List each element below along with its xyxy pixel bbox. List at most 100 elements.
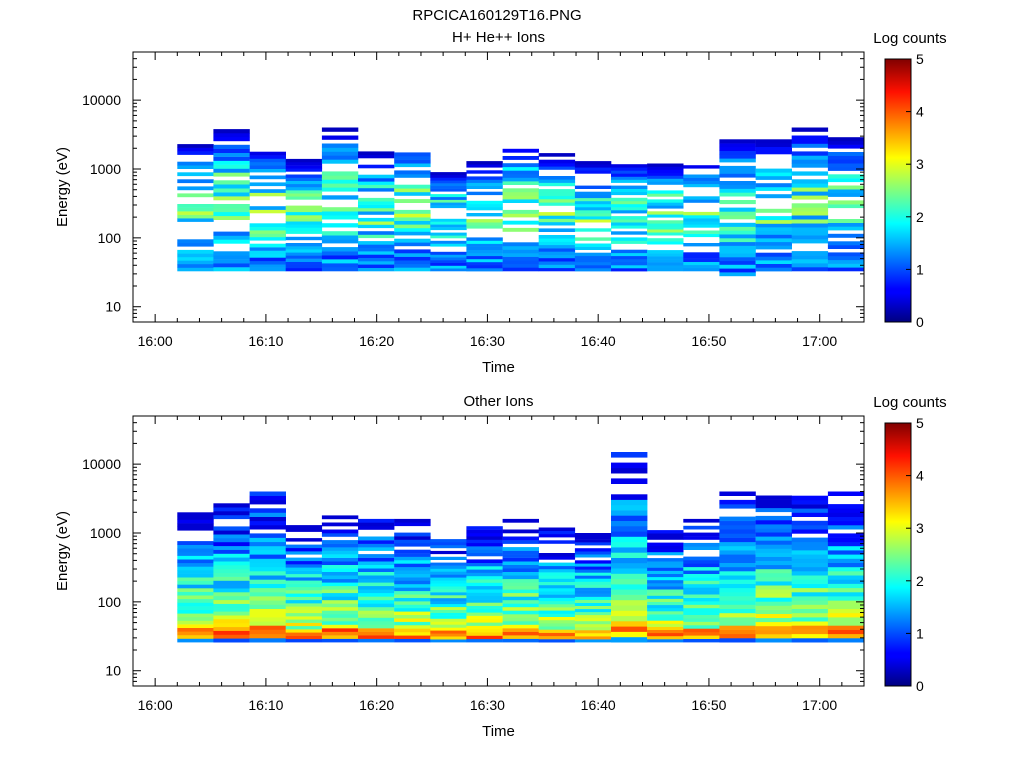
heatmap-cell <box>755 629 792 635</box>
heatmap-cell <box>394 560 431 564</box>
heatmap-cell <box>177 144 214 148</box>
heatmap-cell <box>177 544 214 549</box>
heatmap-cell <box>683 243 720 247</box>
heatmap-cell <box>502 606 539 611</box>
heatmap-cell <box>683 536 720 540</box>
heatmap-cell <box>502 267 539 272</box>
heatmap-cell <box>285 162 323 166</box>
heatmap-cell <box>538 565 576 570</box>
x-tick-label: 16:40 <box>581 697 616 713</box>
heatmap-cell <box>538 635 576 640</box>
heatmap-cell <box>502 529 539 534</box>
heatmap-cell <box>321 255 359 260</box>
heatmap-cell <box>249 575 286 580</box>
heatmap-cell <box>683 224 720 228</box>
heatmap-cell <box>791 235 829 240</box>
heatmap-cell <box>430 618 467 622</box>
heatmap-cell <box>213 239 250 244</box>
heatmap-cell <box>647 220 684 224</box>
heatmap-cell <box>719 143 756 148</box>
heatmap-cell <box>791 219 829 224</box>
heatmap-cell <box>430 609 467 613</box>
heatmap-cell <box>502 163 539 168</box>
heatmap-cell <box>574 611 612 616</box>
heatmap-cell <box>502 249 539 254</box>
heatmap-cell <box>177 239 214 244</box>
heatmap-cell <box>611 526 648 532</box>
heatmap-cell <box>285 564 323 568</box>
heatmap-cell <box>827 256 865 261</box>
heatmap-cell <box>574 197 612 202</box>
heatmap-cell <box>791 504 829 509</box>
heatmap-cell <box>574 216 612 220</box>
heatmap-cell <box>321 554 359 558</box>
heatmap-cell <box>791 566 829 572</box>
heatmap-cell <box>358 251 395 255</box>
x-tick-label: 16:50 <box>691 333 726 349</box>
heatmap-cell <box>683 221 720 225</box>
heatmap-cell <box>394 553 431 557</box>
heatmap-cell <box>249 267 286 272</box>
heatmap-cell <box>358 547 395 551</box>
heatmap-cell <box>719 222 756 227</box>
heatmap-cell <box>430 268 467 272</box>
heatmap-cell <box>430 545 467 549</box>
x-axis-label: Time <box>482 723 515 740</box>
colorbar-tick-label: 4 <box>916 468 924 484</box>
heatmap-cell <box>719 146 756 151</box>
heatmap-cell <box>394 566 431 571</box>
heatmap-cell <box>466 589 503 593</box>
heatmap-cell <box>827 533 865 538</box>
heatmap-cell <box>791 187 829 192</box>
heatmap-cell <box>285 603 323 607</box>
heatmap-cell <box>719 587 756 593</box>
heatmap-cell <box>358 522 395 527</box>
heatmap-cell <box>502 614 539 618</box>
heatmap-cell <box>719 558 756 563</box>
heatmap-cell <box>791 231 829 236</box>
heatmap-cell <box>249 223 286 227</box>
heatmap-cell <box>177 577 214 582</box>
heatmap-cell <box>611 203 648 208</box>
heatmap-cell <box>574 170 612 174</box>
heatmap-cell <box>755 252 792 257</box>
heatmap-cell <box>538 163 576 167</box>
heatmap-cell <box>755 146 792 151</box>
heatmap-cell <box>719 579 756 584</box>
heatmap-cell <box>177 214 214 219</box>
heatmap-cell <box>466 566 503 570</box>
heatmap-cell <box>321 215 359 220</box>
heatmap-cell <box>321 223 359 228</box>
heatmap-cell <box>647 530 684 534</box>
heatmap-cell <box>755 524 792 529</box>
heatmap-cell <box>285 177 323 181</box>
heatmap-cell <box>719 184 756 189</box>
heatmap-cell <box>285 224 323 228</box>
heatmap-cell <box>683 261 720 266</box>
heatmap-cell <box>394 542 431 547</box>
heatmap-cell <box>647 629 684 634</box>
heatmap-cell <box>430 227 467 231</box>
heatmap-cell <box>827 137 865 142</box>
heatmap-cell <box>466 635 503 640</box>
heatmap-cell <box>394 184 431 189</box>
heatmap-cell <box>611 636 648 643</box>
heatmap-cell <box>827 508 865 513</box>
heatmap-cell <box>791 621 829 626</box>
heatmap-cell <box>394 199 431 203</box>
y-axis: 10 100 1000 10000 <box>82 415 864 687</box>
heatmap-cell <box>502 592 539 597</box>
heatmap-cell <box>321 561 359 565</box>
heatmap-cell <box>358 540 395 544</box>
heatmap-cell <box>611 573 648 580</box>
y-tick-label: 10000 <box>82 92 121 108</box>
heatmap-cell <box>538 235 576 239</box>
heatmap-cell <box>791 612 829 618</box>
heatmap-cell <box>611 494 648 500</box>
heatmap-cell <box>719 241 756 246</box>
heatmap-cell <box>394 267 431 272</box>
heatmap-cell <box>358 571 395 576</box>
heatmap-cell <box>394 577 431 581</box>
heatmap-cell <box>177 606 214 610</box>
heatmap-cell <box>249 583 286 589</box>
